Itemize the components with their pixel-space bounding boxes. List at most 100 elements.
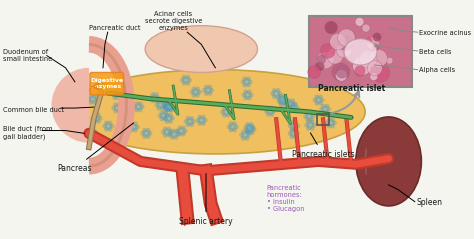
Circle shape bbox=[148, 95, 153, 100]
Circle shape bbox=[128, 125, 132, 129]
Circle shape bbox=[132, 104, 137, 109]
Circle shape bbox=[94, 83, 99, 88]
Circle shape bbox=[163, 102, 171, 110]
Circle shape bbox=[241, 136, 246, 141]
Circle shape bbox=[276, 88, 281, 93]
Circle shape bbox=[282, 100, 287, 105]
Circle shape bbox=[266, 112, 271, 117]
Circle shape bbox=[287, 105, 292, 109]
Circle shape bbox=[228, 121, 233, 126]
Circle shape bbox=[101, 83, 106, 88]
Circle shape bbox=[220, 110, 225, 114]
Circle shape bbox=[222, 106, 227, 111]
Text: Duodenum of
small intestine: Duodenum of small intestine bbox=[3, 49, 52, 62]
Circle shape bbox=[157, 113, 162, 118]
Circle shape bbox=[160, 99, 165, 104]
Circle shape bbox=[291, 98, 295, 103]
Circle shape bbox=[195, 93, 200, 98]
Circle shape bbox=[366, 37, 379, 50]
Circle shape bbox=[124, 87, 128, 92]
Circle shape bbox=[104, 127, 109, 132]
Circle shape bbox=[123, 125, 130, 132]
Circle shape bbox=[173, 135, 178, 140]
Circle shape bbox=[232, 128, 237, 132]
Circle shape bbox=[279, 103, 283, 107]
Circle shape bbox=[146, 134, 151, 139]
Circle shape bbox=[164, 119, 169, 124]
Circle shape bbox=[180, 78, 184, 82]
Circle shape bbox=[96, 119, 101, 124]
Circle shape bbox=[118, 84, 123, 88]
Circle shape bbox=[151, 94, 158, 101]
Circle shape bbox=[164, 107, 169, 112]
Circle shape bbox=[164, 113, 169, 117]
Circle shape bbox=[246, 130, 251, 135]
Circle shape bbox=[156, 106, 161, 111]
Circle shape bbox=[197, 115, 202, 120]
Circle shape bbox=[163, 107, 167, 112]
Circle shape bbox=[293, 127, 298, 131]
Circle shape bbox=[226, 106, 230, 111]
Circle shape bbox=[317, 55, 326, 64]
Circle shape bbox=[290, 109, 294, 114]
Circle shape bbox=[154, 92, 159, 97]
Circle shape bbox=[118, 92, 123, 97]
Circle shape bbox=[249, 129, 254, 133]
Circle shape bbox=[242, 83, 247, 87]
Circle shape bbox=[362, 24, 370, 32]
Circle shape bbox=[305, 117, 310, 122]
Circle shape bbox=[163, 100, 167, 105]
Circle shape bbox=[272, 109, 276, 114]
Circle shape bbox=[276, 95, 281, 99]
Circle shape bbox=[386, 57, 393, 64]
Circle shape bbox=[87, 128, 95, 135]
Circle shape bbox=[138, 108, 143, 112]
Circle shape bbox=[246, 133, 251, 137]
Circle shape bbox=[163, 110, 168, 115]
Circle shape bbox=[316, 51, 334, 69]
Circle shape bbox=[243, 89, 248, 94]
Circle shape bbox=[181, 125, 186, 130]
Circle shape bbox=[87, 97, 91, 102]
Circle shape bbox=[327, 107, 331, 112]
Circle shape bbox=[325, 120, 329, 125]
Circle shape bbox=[166, 126, 171, 131]
Circle shape bbox=[157, 101, 164, 109]
Circle shape bbox=[100, 80, 104, 84]
Circle shape bbox=[288, 131, 292, 136]
Circle shape bbox=[91, 126, 95, 130]
Circle shape bbox=[319, 107, 324, 112]
Circle shape bbox=[138, 101, 143, 106]
Circle shape bbox=[186, 118, 193, 125]
Circle shape bbox=[321, 106, 329, 113]
Circle shape bbox=[284, 97, 289, 102]
Circle shape bbox=[368, 48, 374, 54]
Circle shape bbox=[229, 123, 237, 130]
Circle shape bbox=[279, 95, 286, 103]
Circle shape bbox=[134, 108, 139, 112]
Circle shape bbox=[109, 124, 114, 128]
Circle shape bbox=[155, 103, 159, 107]
Circle shape bbox=[318, 94, 323, 99]
Circle shape bbox=[170, 135, 174, 140]
Circle shape bbox=[161, 104, 165, 109]
Circle shape bbox=[309, 117, 313, 122]
Circle shape bbox=[113, 109, 118, 114]
Circle shape bbox=[148, 131, 153, 136]
Circle shape bbox=[290, 130, 298, 137]
Circle shape bbox=[295, 124, 300, 128]
Circle shape bbox=[320, 43, 335, 58]
Circle shape bbox=[201, 115, 206, 120]
Circle shape bbox=[169, 102, 174, 106]
Circle shape bbox=[116, 89, 121, 94]
Circle shape bbox=[91, 132, 95, 137]
Circle shape bbox=[168, 132, 173, 136]
Circle shape bbox=[325, 110, 329, 115]
Text: Bile duct (from
gall bladder): Bile duct (from gall bladder) bbox=[3, 125, 52, 140]
Circle shape bbox=[116, 96, 121, 100]
Circle shape bbox=[239, 133, 244, 137]
Circle shape bbox=[166, 100, 171, 105]
Circle shape bbox=[327, 124, 331, 128]
Circle shape bbox=[278, 94, 283, 98]
Circle shape bbox=[372, 44, 379, 51]
